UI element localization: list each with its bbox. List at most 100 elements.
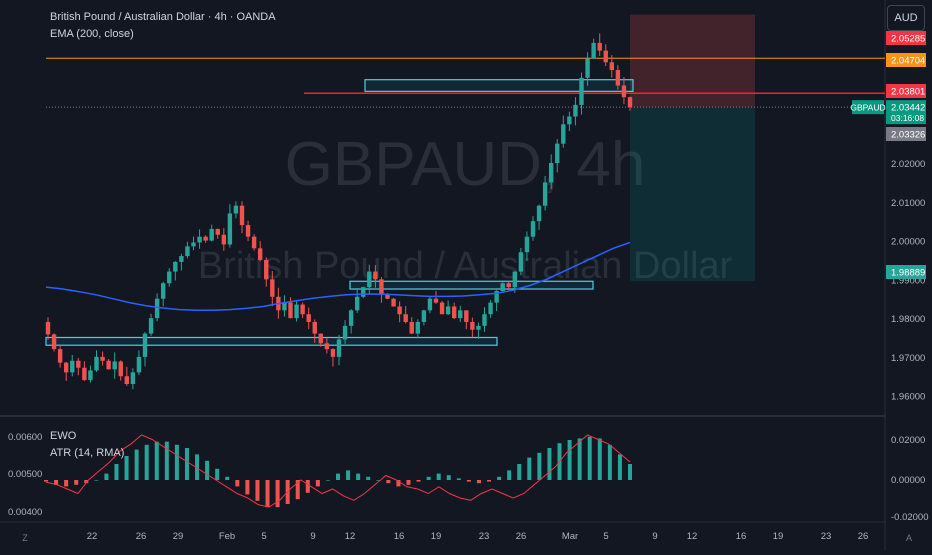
ewo-bar bbox=[124, 456, 129, 480]
candle-body bbox=[615, 70, 621, 86]
candle-body bbox=[209, 228, 214, 241]
candle-body bbox=[488, 302, 493, 315]
ewo-bar bbox=[567, 440, 572, 480]
ewo-bar bbox=[325, 480, 330, 481]
ewo-bar bbox=[466, 480, 471, 482]
candle-body bbox=[312, 321, 317, 334]
ewo-bar bbox=[195, 454, 200, 480]
time-tick-label: 16 bbox=[736, 531, 747, 542]
ewo-bar bbox=[164, 441, 169, 480]
candle-body bbox=[373, 271, 378, 280]
time-tick-label: 22 bbox=[87, 531, 98, 542]
atr-line bbox=[45, 434, 631, 508]
candle-body bbox=[88, 370, 93, 381]
time-tick-label: 12 bbox=[345, 531, 356, 542]
candle-body bbox=[585, 58, 590, 78]
watermark-name: British Pound / Australian Dollar bbox=[198, 245, 733, 287]
time-tick-label: 19 bbox=[773, 531, 784, 542]
candle-body bbox=[215, 228, 220, 235]
candle-body bbox=[63, 362, 69, 373]
candle-body bbox=[433, 298, 439, 303]
ewo-bar bbox=[617, 454, 622, 480]
chart-legend: British Pound / Australian Dollar · 4h ·… bbox=[50, 9, 276, 43]
ewo-bar bbox=[255, 480, 260, 501]
ewo-bar bbox=[114, 464, 119, 480]
candle-body bbox=[385, 294, 390, 299]
candle-body bbox=[160, 283, 166, 299]
candle-body bbox=[458, 310, 463, 319]
candle-body bbox=[148, 318, 154, 334]
price-label: 2.05285 bbox=[891, 34, 925, 45]
auto-icon[interactable]: A bbox=[905, 533, 912, 543]
candle-body bbox=[555, 143, 560, 164]
candle-body bbox=[167, 271, 172, 284]
price-tick-label: 1.97000 bbox=[891, 353, 925, 364]
candle-body bbox=[288, 302, 293, 319]
ewo-bar bbox=[275, 480, 280, 508]
candle-body bbox=[597, 42, 602, 51]
candle-body bbox=[573, 104, 578, 117]
price-label: 2.03442 bbox=[891, 103, 925, 114]
ewo-bar bbox=[446, 475, 451, 480]
candle-body bbox=[118, 361, 123, 377]
candle-body bbox=[239, 205, 245, 226]
price-label-box bbox=[886, 53, 926, 67]
candle-body bbox=[257, 248, 263, 260]
ewo-bar bbox=[527, 457, 532, 480]
price-tick-label: 2.01000 bbox=[891, 198, 925, 209]
price-tick-label: 1.99000 bbox=[891, 275, 925, 286]
stop-loss-zone bbox=[630, 14, 755, 108]
price-tick-label: 2.02000 bbox=[891, 159, 925, 170]
ewo-bar bbox=[537, 452, 542, 480]
auto-scale-icon[interactable]: Z bbox=[22, 533, 28, 543]
ewo-bar bbox=[376, 480, 381, 481]
candle-body bbox=[94, 356, 99, 371]
candle-body bbox=[542, 182, 548, 206]
ema-line bbox=[45, 241, 631, 312]
candle-body bbox=[348, 310, 354, 326]
candle-body bbox=[300, 304, 305, 315]
candle-body bbox=[361, 287, 366, 297]
price-tick-label: 2.00000 bbox=[891, 237, 925, 248]
currency-button[interactable]: AUD bbox=[887, 5, 925, 31]
time-tick-label: 23 bbox=[479, 531, 490, 542]
candle-body bbox=[330, 349, 336, 357]
candle-body bbox=[476, 325, 481, 330]
take-profit-zone bbox=[630, 107, 755, 282]
ewo-bar bbox=[174, 444, 179, 480]
candle-body bbox=[130, 372, 136, 384]
time-tick-label: 19 bbox=[431, 531, 442, 542]
candle-body bbox=[470, 321, 475, 330]
candle-body bbox=[397, 306, 402, 315]
ewo-bar bbox=[305, 480, 310, 493]
time-tick-label: 16 bbox=[394, 531, 405, 542]
time-tick-label: 9 bbox=[310, 531, 315, 542]
ewo-tick-label: 0.00000 bbox=[891, 475, 925, 486]
ewo-bar bbox=[628, 464, 632, 480]
ewo-bar bbox=[406, 480, 411, 485]
price-tick-label: 1.96000 bbox=[891, 392, 925, 403]
candle-body bbox=[282, 302, 287, 311]
ewo-bar bbox=[597, 438, 602, 480]
price-label: 2.03326 bbox=[891, 130, 925, 141]
candle-body bbox=[579, 77, 584, 105]
ewo-bar bbox=[154, 441, 159, 480]
candle-body bbox=[627, 97, 633, 108]
ewo-bar bbox=[295, 480, 300, 500]
ewo-bar bbox=[215, 468, 220, 480]
candle-body bbox=[536, 205, 542, 222]
chart-title: British Pound / Australian Dollar · 4h ·… bbox=[50, 11, 276, 23]
price-label-box bbox=[886, 31, 926, 45]
price-label: 1.98889 bbox=[891, 268, 925, 279]
ewo-bar bbox=[356, 473, 361, 480]
ewo-bar bbox=[426, 476, 431, 480]
ewo-bar bbox=[64, 480, 69, 487]
ewo-bar bbox=[144, 444, 149, 480]
candle-body bbox=[464, 310, 469, 322]
ewo-bar bbox=[134, 449, 139, 480]
time-tick-label: 29 bbox=[173, 531, 184, 542]
candle-body bbox=[379, 279, 384, 295]
candle-body bbox=[524, 236, 530, 253]
candle-body bbox=[367, 271, 372, 288]
